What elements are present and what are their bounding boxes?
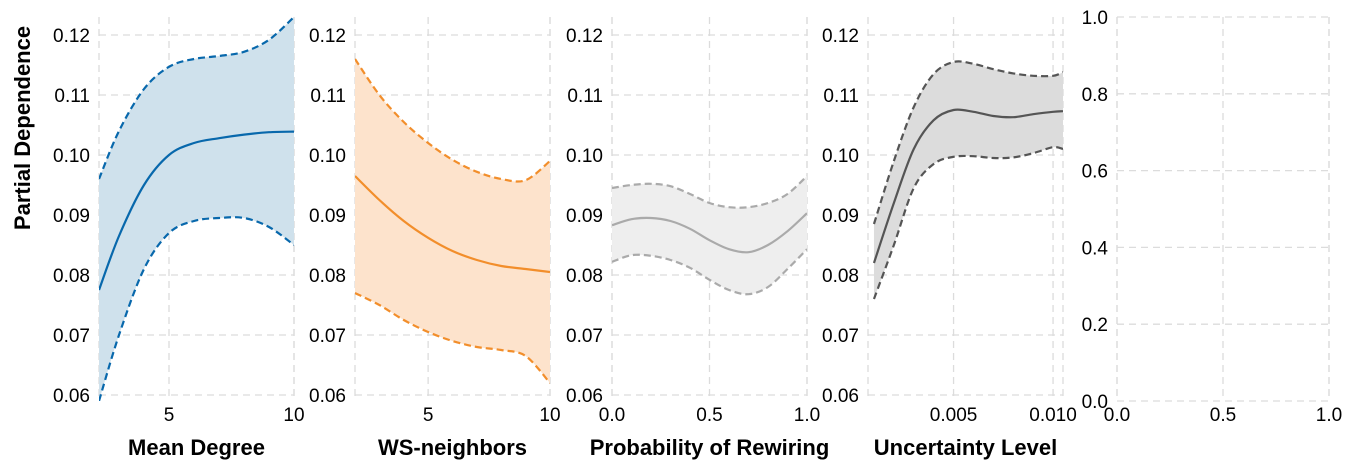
y-tick-label: 0.0 <box>1082 392 1108 413</box>
y-tick-label: 0.06 <box>822 386 859 407</box>
upper-bound-line <box>872 60 1063 225</box>
upper-bound-line <box>355 58 550 183</box>
x-tick-label: 10 <box>283 405 304 426</box>
x-axis-label: Probability of Rewiring <box>590 435 830 460</box>
y-tick-label: 0.10 <box>566 146 603 167</box>
y-tick-label: 0.06 <box>53 386 90 407</box>
x-tick-label: 0.005 <box>930 405 978 426</box>
partial-dependence-line <box>872 108 1063 264</box>
y-tick-label: 0.11 <box>823 86 859 107</box>
upper-bound-line <box>99 16 294 180</box>
panel-5: 0.0 0.2 0.4 0.6 0.8 1.0 0.0 0.5 1.0 <box>1082 8 1343 426</box>
y-tick-label: 0.09 <box>566 206 603 227</box>
lower-bound-line <box>99 216 294 401</box>
x-tick-label: 5 <box>164 405 175 426</box>
x-tick-label: 0.5 <box>1210 405 1236 426</box>
x-tick-label: 0.0 <box>1104 405 1130 426</box>
confidence-band <box>612 176 807 295</box>
y-tick-label: 0.07 <box>822 326 859 347</box>
y-tick-label: 0.2 <box>1082 315 1108 336</box>
x-tick-label: 0.0 <box>599 405 625 426</box>
y-tick-label: 0.08 <box>822 266 859 287</box>
y-tick-label: 0.11 <box>310 86 346 107</box>
panel-4: 0.06 0.07 0.08 0.09 0.10 0.11 0.12 0.005 0.010 Un… <box>822 17 1077 460</box>
y-tick-label: 0.08 <box>53 266 90 287</box>
x-tick-label: 10 <box>539 405 560 426</box>
y-tick-label: 1.0 <box>1082 8 1108 29</box>
y-tick-label: 0.8 <box>1082 85 1108 106</box>
y-tick-label: 0.07 <box>566 326 603 347</box>
x-axis-label: Mean Degree <box>128 435 265 460</box>
confidence-band <box>99 17 294 401</box>
y-tick-label: 0.09 <box>53 206 90 227</box>
y-tick-label: 0.09 <box>822 206 859 227</box>
partial-dependence-line <box>612 212 807 254</box>
y-tick-label: 0.11 <box>54 86 90 107</box>
x-tick-label: 5 <box>423 405 434 426</box>
y-tick-label: 0.10 <box>53 146 90 167</box>
y-tick-label: 0.06 <box>566 386 603 407</box>
y-tick-label: 0.4 <box>1082 238 1109 259</box>
y-tick-label: 0.6 <box>1082 162 1108 183</box>
panel-3-data <box>612 175 807 296</box>
y-axis-label: Partial Dependence <box>10 26 35 230</box>
x-axis-label: WS-neighbors <box>378 435 527 460</box>
y-tick-label: 0.08 <box>309 266 346 287</box>
panel-1-data <box>99 16 294 401</box>
x-tick-label: 0.010 <box>1029 405 1077 426</box>
y-tick-label: 0.12 <box>822 26 859 47</box>
lower-bound-line <box>612 248 807 296</box>
x-tick-label: 1.0 <box>794 405 820 426</box>
panel-3: 0.06 0.07 0.08 0.09 0.10 0.11 0.12 0.0 0.5 1.0 Pro… <box>566 17 829 460</box>
y-tick-label: 0.12 <box>309 26 346 47</box>
panel-2: 0.06 0.07 0.08 0.09 0.10 0.11 0.12 5 10 WS-neighb… <box>309 17 561 460</box>
y-tick-label: 0.12 <box>566 26 603 47</box>
y-tick-label: 0.07 <box>53 326 90 347</box>
panel-1: 0.06 0.07 0.08 0.09 0.10 0.11 0.12 5 10 Mean Degr… <box>53 16 305 460</box>
panel-4-data <box>872 60 1063 300</box>
upper-bound-line <box>612 175 807 209</box>
y-tick-label: 0.12 <box>53 26 90 47</box>
y-tick-label: 0.10 <box>822 146 859 167</box>
y-tick-label: 0.08 <box>566 266 603 287</box>
lower-bound-line <box>355 292 550 384</box>
y-tick-label: 0.11 <box>567 86 603 107</box>
y-tick-label: 0.07 <box>309 326 346 347</box>
y-tick-label: 0.09 <box>309 206 346 227</box>
panels: 0.06 0.07 0.08 0.09 0.10 0.11 0.12 5 10 Mean Degr… <box>53 8 1342 460</box>
confidence-band <box>355 59 550 383</box>
x-tick-label: 1.0 <box>1316 405 1342 426</box>
panel-2-data <box>355 58 550 384</box>
x-tick-label: 0.5 <box>696 405 722 426</box>
lower-bound-line <box>872 145 1063 300</box>
y-tick-label: 0.06 <box>309 386 346 407</box>
partial-dependence-line <box>355 175 550 274</box>
confidence-band <box>873 61 1063 299</box>
y-tick-label: 0.10 <box>309 146 346 167</box>
partial-dependence-line <box>99 130 294 291</box>
x-axis-label: Uncertainty Level <box>874 435 1057 460</box>
